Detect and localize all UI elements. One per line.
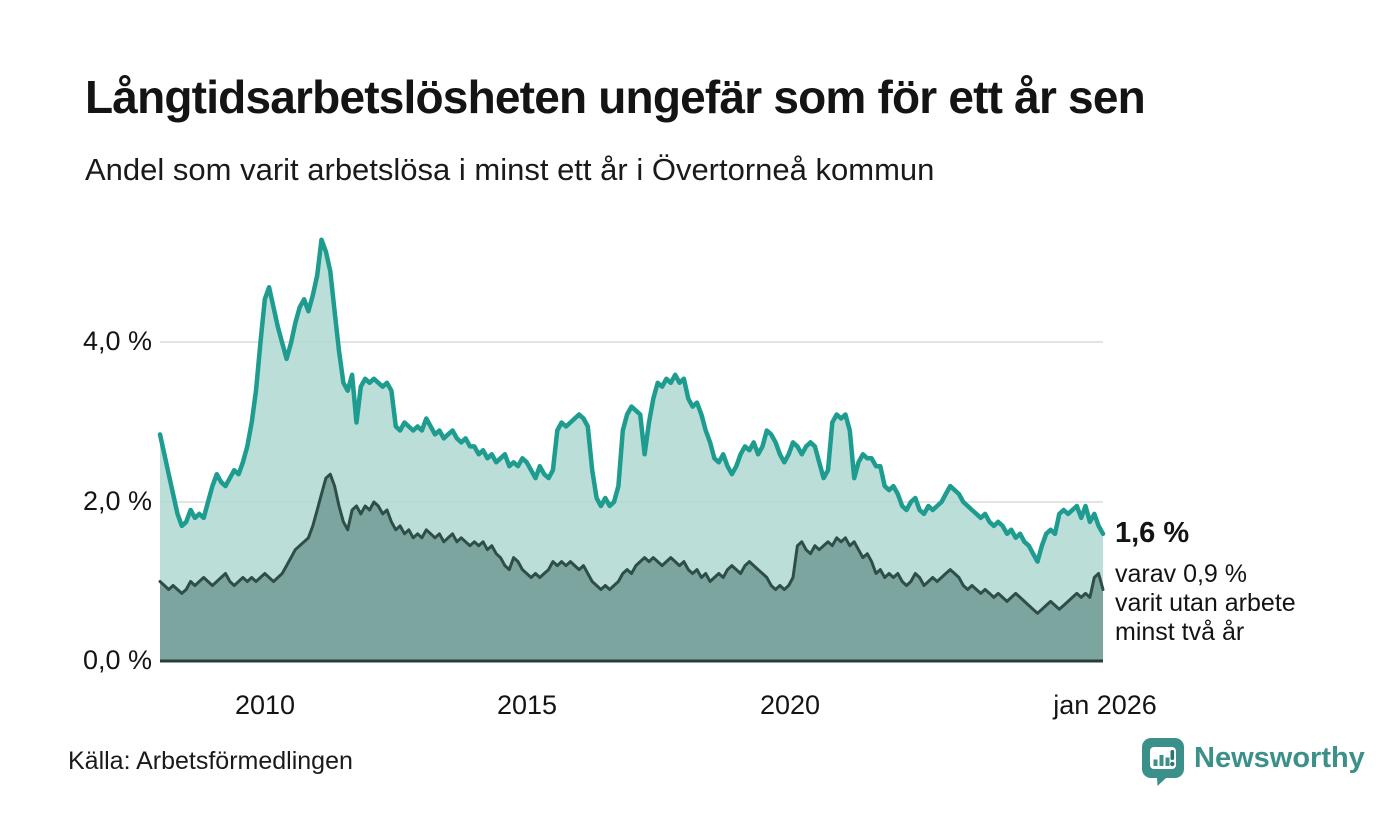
x-tick-2015: 2015 [496,690,558,720]
brand-name: Newsworthy [1194,742,1365,774]
x-tick-jan-2026: jan 2026 [1053,690,1157,720]
series-total-line [157,237,1106,564]
source-note: Källa: Arbetsförmedlingen [68,747,353,775]
page-title: Långtidsarbetslösheten ungefär som för e… [85,71,1146,123]
latest-value-label: 1,6 % [1115,517,1190,549]
y-tick-2: 2,0 % [82,486,152,516]
x-tick-2020: 2020 [759,690,821,720]
series-two-years-line [158,472,1105,615]
latest-value-sublabel: varav 0,9 % varit utan arbete minst två … [1115,560,1296,647]
chart-subtitle: Andel som varit arbetslösa i minst ett å… [85,152,935,187]
annotation-line-1: varav 0,9 % [1115,560,1248,588]
y-tick-0: 0,0 % [82,645,152,675]
x-tick-2010: 2010 [234,690,296,720]
annotation-line-2: varit utan arbete [1115,589,1296,617]
series-two-years-area [160,474,1103,661]
newsworthy-logo: Newsworthy [1142,738,1365,786]
annotation-line-3: minst två år [1115,618,1245,646]
newsworthy-badge-icon [1142,738,1184,786]
y-tick-4: 4,0 % [82,326,152,356]
